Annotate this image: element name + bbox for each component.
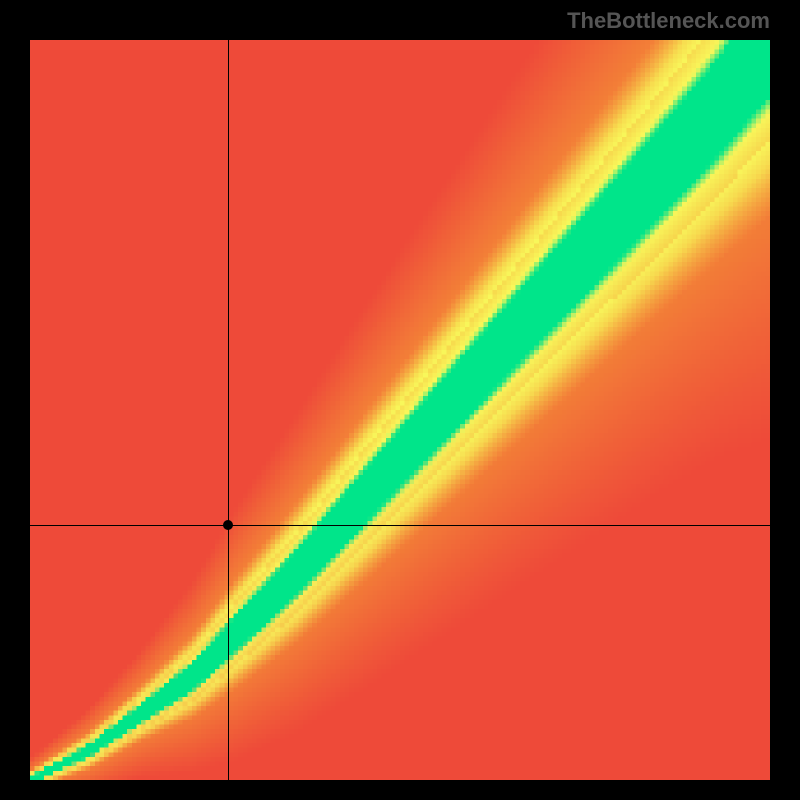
heatmap-canvas <box>30 40 770 780</box>
plot-area <box>30 40 770 780</box>
crosshair-vertical <box>228 40 229 780</box>
data-point-marker <box>223 520 233 530</box>
watermark-text: TheBottleneck.com <box>567 8 770 34</box>
chart-container: TheBottleneck.com <box>0 0 800 800</box>
crosshair-horizontal <box>30 525 770 526</box>
